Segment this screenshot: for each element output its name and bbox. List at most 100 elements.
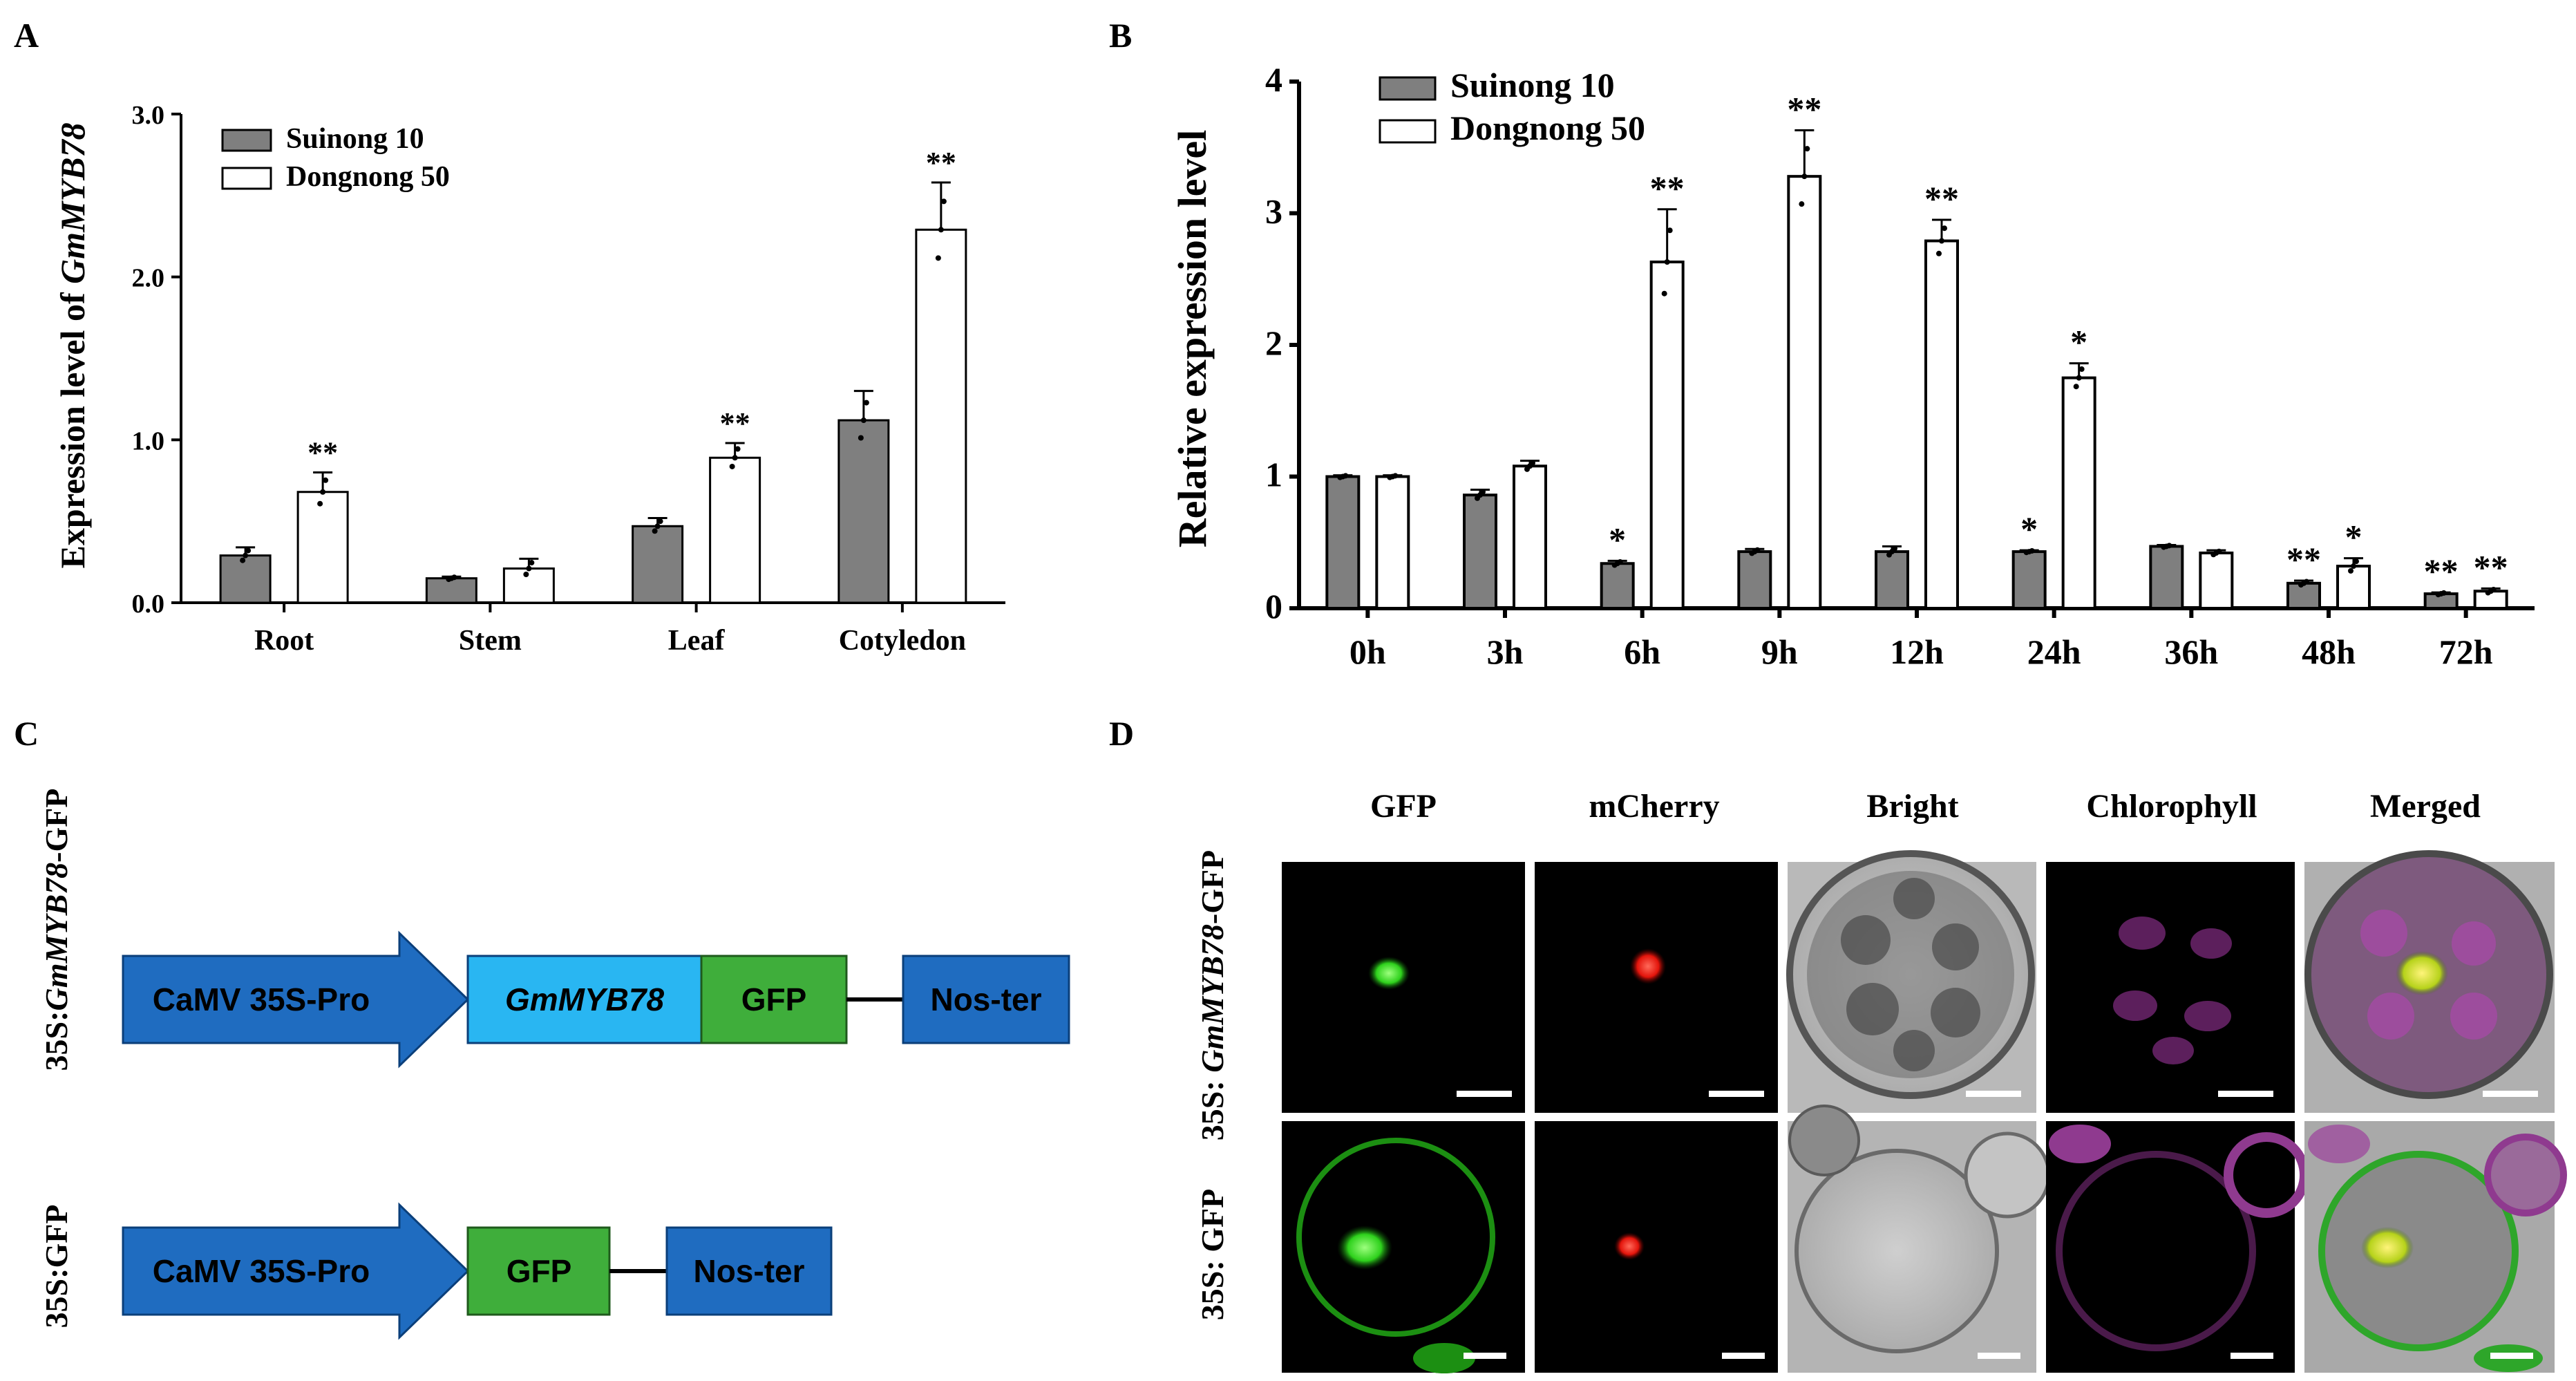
data-point (1480, 489, 1486, 495)
scale-bar (2483, 1091, 2538, 1097)
bar (632, 525, 684, 604)
gfp-box-2 (466, 1226, 611, 1316)
x-tick-label: 9h (1761, 632, 1798, 671)
bar (296, 491, 349, 604)
image-row1-chlorophyll (2046, 862, 2295, 1113)
data-point (1892, 545, 1897, 552)
bar (1737, 550, 1772, 610)
data-point (1617, 558, 1623, 565)
bar (2149, 545, 2184, 610)
data-point (735, 446, 741, 452)
image-row1-merged (2304, 850, 2555, 1113)
x-tick-label: Cotyledon (839, 625, 966, 657)
x-tick-label: Root (254, 625, 314, 657)
legend-label: Dongnong 50 (286, 161, 450, 193)
promoter-arrow-1 (122, 930, 470, 1069)
panel-letter-d: D (1109, 714, 1134, 753)
bar (219, 554, 272, 604)
data-point (240, 557, 246, 563)
nos-label-1: Nos-ter (930, 981, 1041, 1017)
data-point (657, 518, 663, 525)
x-tick-label: 24h (2027, 632, 2081, 671)
scale-bar (1464, 1353, 1506, 1359)
data-point (2351, 563, 2356, 570)
data-point (245, 547, 252, 554)
panel-letter-a: A (14, 16, 39, 55)
y-tick-label: 1.0 (132, 426, 165, 455)
data-point (732, 455, 738, 461)
data-point (2166, 543, 2172, 549)
bar (502, 567, 555, 604)
data-point (729, 463, 735, 469)
legend-swatch (1379, 119, 1437, 144)
data-point (2076, 375, 2082, 381)
promoter-arrow-2 (122, 1202, 470, 1340)
data-point (2441, 590, 2447, 596)
data-point (1343, 473, 1349, 479)
chart-a: Expression level of GmMYB78 0.0 1.0 2.0 3.0… (53, 101, 1005, 657)
gfp-box-1 (700, 955, 848, 1044)
gfp-label-2: GFP (506, 1253, 572, 1289)
bar (2061, 376, 2096, 610)
panel-d-row2-label: 35S: GFP (1195, 1189, 1230, 1320)
panel-c: 35S:GmMYB78-GFP 35S:GFP CaMV 35S-Pro GmM… (39, 789, 1070, 1340)
panel-c-row2-label: 35S:GFP (39, 1205, 74, 1328)
data-point (451, 574, 457, 581)
data-point (320, 489, 326, 495)
data-point (2348, 567, 2354, 574)
data-point (2354, 558, 2359, 565)
data-point (1942, 225, 1947, 232)
data-point (1939, 238, 1944, 244)
data-point (2073, 384, 2079, 390)
x-tick-label: 6h (1624, 632, 1660, 671)
significance-label: ** (2474, 547, 2508, 586)
x-tick-label: 36h (2164, 632, 2218, 671)
significance-label: ** (2286, 540, 2321, 579)
image-row2-mcherry (1535, 1121, 1778, 1373)
data-point (1661, 290, 1667, 297)
data-point (935, 255, 941, 261)
bar (709, 456, 761, 604)
significance-label: ** (720, 406, 750, 440)
bar (1513, 464, 1547, 610)
significance-label: ** (1924, 179, 1959, 218)
data-point (863, 400, 869, 406)
data-point (1667, 227, 1673, 234)
significance-label: ** (926, 146, 956, 180)
bar (425, 577, 477, 604)
panel-d-row1-label: 35S: GmMYB78-GFP (1195, 850, 1230, 1140)
data-point (2490, 586, 2497, 592)
image-row2-gfp (1282, 1121, 1525, 1373)
data-point (652, 528, 658, 534)
x-tick-label: Stem (459, 625, 522, 657)
data-point (323, 477, 329, 483)
bar (1924, 239, 1959, 610)
bar (1325, 475, 1361, 610)
chart-a-ylabel: Expression level of GmMYB78 (53, 123, 92, 569)
y-tick-label: 1 (1265, 455, 1282, 494)
bar (1463, 494, 1497, 610)
legend-label: Suinong 10 (1450, 66, 1615, 104)
nos-box-1 (902, 955, 1070, 1044)
scale-bar (1709, 1091, 1764, 1097)
data-point (2029, 547, 2035, 554)
data-point (940, 198, 947, 205)
x-tick-label: 0h (1349, 632, 1386, 671)
image-row2-merged (2304, 1121, 2567, 1373)
construct-1: CaMV 35S-Pro GmMYB78 GFP Nos-ter (122, 930, 1070, 1069)
bar (1875, 550, 1909, 610)
data-point (526, 565, 532, 572)
data-point (2216, 548, 2222, 554)
panel-c-row1-label: 35S:GmMYB78-GFP (39, 789, 74, 1071)
data-point (860, 417, 866, 424)
data-point (2078, 366, 2085, 373)
significance-label: ** (1650, 169, 1685, 207)
bar (2011, 550, 2047, 610)
x-tick-label: 48h (2302, 632, 2356, 671)
gene-box-1 (466, 955, 703, 1044)
bar (1787, 175, 1822, 610)
bar (2336, 565, 2371, 610)
scale-bar (1966, 1091, 2021, 1097)
legend-swatch (221, 167, 272, 190)
